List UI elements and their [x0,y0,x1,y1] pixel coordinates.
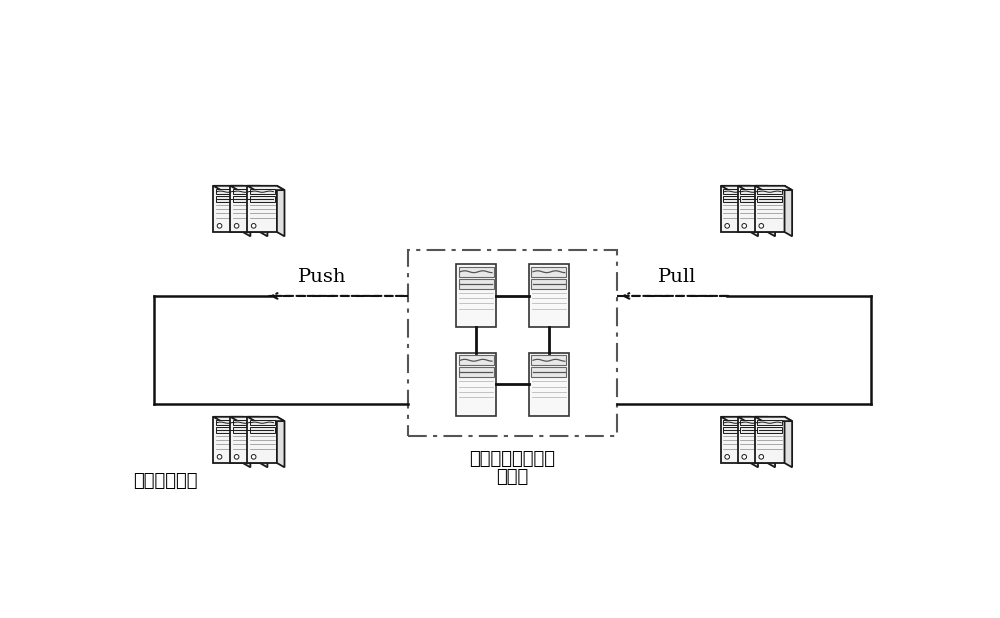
Polygon shape [250,420,275,425]
Bar [408,250,617,436]
Polygon shape [750,417,758,467]
Polygon shape [755,417,785,463]
Polygon shape [755,417,792,421]
Polygon shape [233,189,258,195]
Polygon shape [757,189,782,195]
Polygon shape [213,186,250,190]
Polygon shape [247,417,277,463]
Polygon shape [723,420,748,425]
Polygon shape [767,186,775,236]
Polygon shape [230,186,260,232]
Polygon shape [243,186,250,236]
Polygon shape [723,197,748,202]
Bar [459,367,494,378]
Polygon shape [755,186,785,232]
Circle shape [234,224,239,228]
Polygon shape [740,420,765,425]
Polygon shape [250,189,275,195]
Polygon shape [721,186,758,190]
Bar [456,265,496,328]
Polygon shape [233,420,258,425]
Polygon shape [213,417,250,421]
Polygon shape [277,186,284,236]
Bar [456,353,496,416]
Polygon shape [243,417,250,467]
Polygon shape [750,186,758,236]
Bar [529,265,569,328]
Polygon shape [260,186,267,236]
Bar [459,279,494,289]
Polygon shape [757,420,782,425]
Bar [459,266,494,277]
Polygon shape [721,417,758,421]
Polygon shape [216,428,240,433]
Polygon shape [740,189,765,195]
Text: Pull: Pull [658,268,696,286]
Text: Push: Push [298,268,347,286]
Circle shape [742,455,747,459]
Circle shape [217,455,222,459]
Polygon shape [755,186,792,190]
Polygon shape [785,417,792,467]
Text: 计算节点群组: 计算节点群组 [133,472,197,489]
Circle shape [742,224,747,228]
Bar [531,355,566,365]
Polygon shape [738,417,775,421]
Polygon shape [247,186,277,232]
Bar [531,367,566,378]
Polygon shape [230,417,267,421]
Circle shape [725,455,730,459]
Polygon shape [738,186,775,190]
Bar [531,279,566,289]
Polygon shape [277,417,284,467]
Polygon shape [723,428,748,433]
Polygon shape [250,428,275,433]
Polygon shape [247,186,284,190]
Polygon shape [723,189,748,195]
Polygon shape [757,428,782,433]
Polygon shape [740,197,765,202]
Bar [531,266,566,277]
Polygon shape [230,417,260,463]
Bar [529,353,569,416]
Polygon shape [216,420,240,425]
Polygon shape [216,197,240,202]
Circle shape [759,224,764,228]
Circle shape [759,455,764,459]
Polygon shape [213,417,243,463]
Polygon shape [757,197,782,202]
Circle shape [725,224,730,228]
Polygon shape [247,417,284,421]
Polygon shape [233,197,258,202]
Polygon shape [740,428,765,433]
Polygon shape [767,417,775,467]
Bar [459,355,494,365]
Text: 度集群: 度集群 [496,468,529,486]
Polygon shape [230,186,267,190]
Circle shape [251,224,256,228]
Polygon shape [738,417,767,463]
Polygon shape [213,186,243,232]
Polygon shape [216,189,240,195]
Polygon shape [721,186,750,232]
Polygon shape [785,186,792,236]
Polygon shape [738,186,767,232]
Polygon shape [250,197,275,202]
Text: 资源管理与作业调: 资源管理与作业调 [470,450,556,468]
Circle shape [234,455,239,459]
Polygon shape [260,417,267,467]
Polygon shape [233,428,258,433]
Circle shape [251,455,256,459]
Polygon shape [721,417,750,463]
Circle shape [217,224,222,228]
